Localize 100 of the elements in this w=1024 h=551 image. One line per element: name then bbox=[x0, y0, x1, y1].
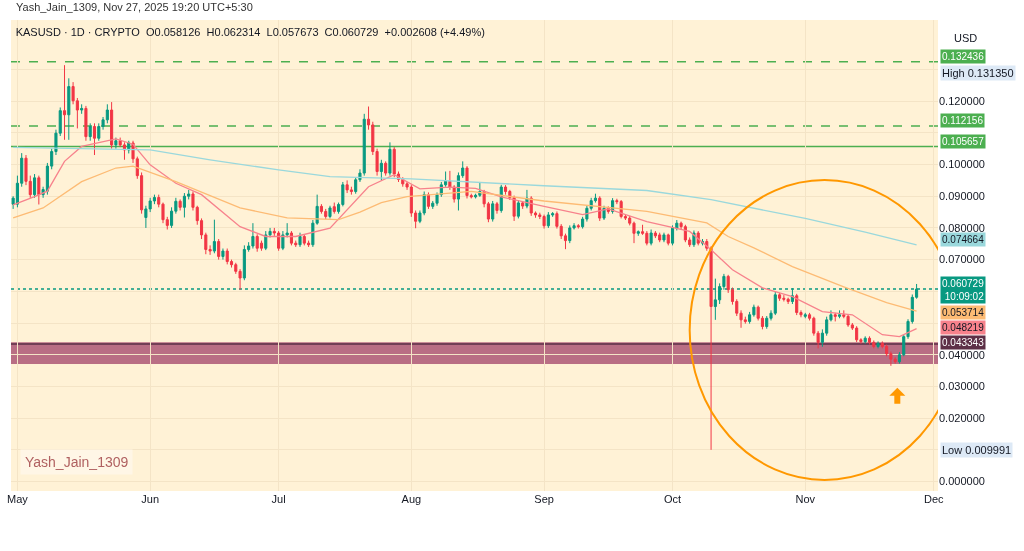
ref-line-label: 0.112156 bbox=[942, 115, 984, 126]
candlestick bbox=[666, 233, 670, 246]
candlestick bbox=[435, 191, 439, 207]
candlestick bbox=[495, 201, 499, 215]
candlestick bbox=[217, 238, 221, 261]
candlestick bbox=[255, 233, 259, 253]
line-series bbox=[12, 138, 918, 338]
x-tick-label: Sep bbox=[534, 493, 554, 505]
candlestick bbox=[33, 173, 37, 199]
candlestick bbox=[683, 224, 687, 243]
candlestick bbox=[773, 291, 777, 316]
x-tick-label: Nov bbox=[795, 493, 816, 505]
candlestick bbox=[658, 232, 662, 243]
candlestick bbox=[516, 199, 520, 219]
candlestick bbox=[863, 335, 867, 345]
candlestick bbox=[893, 356, 897, 365]
candlestick bbox=[221, 248, 225, 261]
annotation: 0.074664 bbox=[942, 234, 985, 245]
candlestick bbox=[225, 248, 229, 265]
candlestick bbox=[92, 122, 97, 156]
candlestick bbox=[649, 229, 653, 246]
y-tick-label: 0.090000 bbox=[939, 190, 985, 203]
candlestick bbox=[632, 221, 636, 244]
y-tick-label: 0.100000 bbox=[939, 158, 985, 171]
text: USD bbox=[954, 32, 978, 44]
candlestick bbox=[277, 230, 281, 252]
text: Yash_Jain_1309, Nov 27, 2025 19:20 UTC+5:30 bbox=[16, 1, 253, 13]
candlestick bbox=[302, 233, 306, 246]
text: KASUSD · 1D · CRYPTO O0.058126 H0.062314 L0.057673 C0.060729 +0.002608 (+4.49%) bbox=[15, 25, 485, 38]
candlestick bbox=[491, 200, 495, 223]
ref-line-label: 0.060729 10:09:02 bbox=[942, 278, 985, 302]
candlestick bbox=[62, 64, 67, 141]
candlestick bbox=[662, 232, 666, 243]
ref-line-label: 0.043343 bbox=[942, 337, 985, 348]
candlestick bbox=[709, 245, 713, 451]
candlestick bbox=[298, 232, 302, 248]
candlestick bbox=[122, 141, 127, 161]
candlestick bbox=[782, 294, 786, 302]
candlestick bbox=[345, 179, 349, 194]
x-tick-label: Jun bbox=[141, 493, 160, 505]
y-tick-label: 0.030000 bbox=[939, 380, 985, 393]
candlestick bbox=[786, 297, 790, 305]
candlestick bbox=[478, 181, 482, 198]
candlestick bbox=[332, 202, 336, 215]
text: Low 0.009991 bbox=[942, 444, 1012, 456]
text: High 0.131350 bbox=[942, 67, 1014, 79]
candlestick bbox=[379, 159, 383, 181]
ref-line-label: 0.132436 bbox=[942, 51, 985, 62]
candlestick bbox=[636, 229, 640, 237]
candlestick bbox=[675, 219, 679, 231]
annotation: Yash_Jain_1309 bbox=[25, 454, 129, 470]
candlestick bbox=[499, 184, 503, 214]
candlestick bbox=[212, 219, 216, 254]
line-series bbox=[12, 146, 918, 246]
candlestick bbox=[319, 203, 323, 215]
candlestick bbox=[110, 101, 114, 150]
candlestick bbox=[521, 200, 525, 210]
candlestick bbox=[670, 224, 675, 246]
candlestick bbox=[264, 230, 268, 251]
candlestick bbox=[778, 292, 782, 302]
candlestick bbox=[876, 340, 880, 349]
y-tick-label: 0.040000 bbox=[939, 348, 985, 361]
candlestick bbox=[568, 224, 572, 244]
candlestick bbox=[324, 208, 328, 220]
candlestick bbox=[837, 309, 842, 319]
candlestick bbox=[114, 137, 118, 150]
candlestick bbox=[503, 184, 508, 196]
candlestick bbox=[426, 191, 431, 210]
candlestick bbox=[388, 141, 392, 177]
x-tick-label: Aug bbox=[401, 493, 422, 505]
candlestick bbox=[328, 205, 332, 219]
x-tick-label: Dec bbox=[923, 493, 944, 505]
candlestick bbox=[289, 230, 293, 246]
y-tick-label: 0.000000 bbox=[939, 475, 985, 488]
candlestick bbox=[872, 339, 876, 349]
candlestick bbox=[833, 312, 837, 322]
candlestick bbox=[182, 192, 186, 218]
candlestick bbox=[576, 223, 580, 230]
x-tick-label: Oct bbox=[663, 493, 682, 505]
annotation: 0.048219 bbox=[942, 322, 985, 333]
candlestick bbox=[653, 230, 657, 239]
ref-line-label: 0.105657 bbox=[942, 136, 985, 147]
candlestick bbox=[392, 146, 396, 178]
candlestick bbox=[795, 293, 799, 316]
candlestick bbox=[37, 175, 41, 205]
x-tick-label: Jul bbox=[271, 493, 286, 505]
candlestick bbox=[867, 335, 872, 346]
y-tick-label: 0.070000 bbox=[939, 253, 985, 266]
line-series bbox=[12, 165, 918, 312]
candlestick bbox=[846, 313, 850, 328]
candlestick bbox=[178, 198, 182, 211]
annotation: 0.053714 bbox=[942, 307, 985, 318]
y-tick-label: 0.020000 bbox=[939, 411, 985, 424]
y-tick-label: 0.120000 bbox=[939, 94, 985, 107]
candlestick bbox=[384, 160, 388, 177]
candlestick bbox=[546, 211, 550, 229]
candlestick bbox=[803, 312, 807, 319]
y-tick-label: 0.080000 bbox=[939, 221, 985, 234]
candlestick bbox=[242, 244, 246, 281]
candlestick bbox=[855, 325, 859, 343]
